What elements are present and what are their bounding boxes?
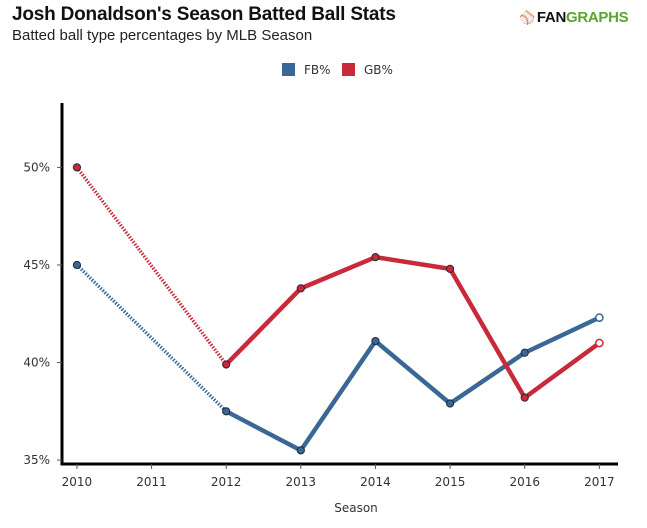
fb-point-2017 xyxy=(594,313,604,322)
x-tick-label: 2013 xyxy=(286,475,317,489)
fb-point-2014 xyxy=(371,336,380,346)
gb-segment xyxy=(223,286,304,367)
legend: FB% GB% xyxy=(282,63,393,77)
gb-segment xyxy=(298,254,378,291)
fb-point-2015 xyxy=(445,399,455,408)
y-tick-label: 45% xyxy=(23,258,50,272)
gb-point-2013 xyxy=(296,284,305,293)
x-tick-label: 2012 xyxy=(211,475,242,489)
fb-segment xyxy=(298,338,378,453)
legend-swatch-gb xyxy=(342,63,355,76)
gb-point-2016 xyxy=(520,393,529,402)
legend-swatch-fb xyxy=(282,63,295,76)
legend-label-fb: FB% xyxy=(304,63,331,77)
fb-segment xyxy=(447,350,527,406)
gb-point-2015 xyxy=(445,264,455,273)
x-tick-label: 2016 xyxy=(509,475,540,489)
fb-point-2010 xyxy=(72,260,82,270)
gb-segment xyxy=(447,266,527,400)
y-tick-label: 50% xyxy=(23,160,50,174)
y-tick-label: 35% xyxy=(23,453,50,467)
chart-subtitle: Batted ball type percentages by MLB Seas… xyxy=(12,27,313,44)
gb-point-2012 xyxy=(222,360,231,369)
gb-segment xyxy=(75,166,228,366)
x-tick-label: 2015 xyxy=(435,475,466,489)
y-tick-label: 40% xyxy=(23,356,50,370)
x-axis-label: Season xyxy=(334,501,378,515)
gb-segment xyxy=(522,340,602,400)
fb-segment xyxy=(75,263,228,413)
fb-point-2013 xyxy=(296,446,305,455)
fb-segment xyxy=(223,409,304,453)
gb-point-2014 xyxy=(371,253,380,262)
series-group xyxy=(72,163,604,455)
fangraphs-logo: ⚾ FANGRAPHS xyxy=(519,9,629,26)
gb-point-2010 xyxy=(72,163,82,172)
x-tick-label: 2014 xyxy=(360,475,391,489)
x-tick-label: 2011 xyxy=(136,475,167,489)
batter-icon: ⚾ xyxy=(519,10,535,25)
fb-point-2016 xyxy=(520,348,529,357)
logo-fan-text: FAN xyxy=(536,9,566,26)
gb-segment xyxy=(373,254,453,272)
x-tick-label: 2017 xyxy=(584,475,615,489)
fb-segment xyxy=(522,315,602,356)
chart-title: Josh Donaldson's Season Batted Ball Stat… xyxy=(12,4,396,25)
axes: 35% 40% 45% 50% 2010 2011 2012 2013 2014 2015 2016… xyxy=(23,103,618,489)
logo-graphs-text: GRAPHS xyxy=(566,9,629,26)
legend-label-gb: GB% xyxy=(364,63,393,77)
fb-segment xyxy=(373,338,453,406)
fb-point-2012 xyxy=(222,407,231,416)
x-tick-label: 2010 xyxy=(62,475,93,489)
gb-point-2017 xyxy=(594,338,604,348)
